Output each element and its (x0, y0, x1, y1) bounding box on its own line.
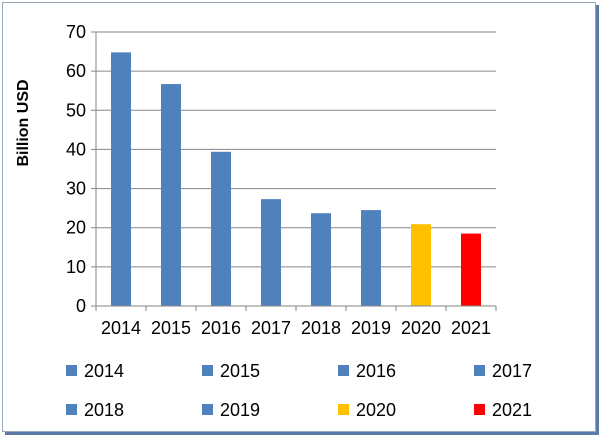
x-tick-label: 2018 (301, 318, 341, 338)
y-axis-label: Billion USD (15, 79, 32, 166)
legend-swatch-2014 (66, 365, 77, 376)
x-tick-label: 2020 (401, 318, 441, 338)
bar-2021 (461, 233, 481, 306)
bar-2018 (311, 213, 331, 306)
x-tick-label: 2014 (101, 318, 141, 338)
legend-swatch-2021 (474, 404, 485, 415)
x-tick-label: 2021 (451, 318, 491, 338)
y-tick-label: 40 (66, 139, 86, 159)
legend-label-2016: 2016 (356, 361, 396, 381)
legend-swatch-2016 (338, 365, 349, 376)
y-tick-label: 70 (66, 22, 86, 42)
x-tick-label: 2019 (351, 318, 391, 338)
legend-label-2019: 2019 (220, 400, 260, 420)
bar-2020 (411, 224, 431, 306)
bar-2014 (111, 52, 131, 307)
legend-label-2018: 2018 (84, 400, 124, 420)
y-tick-label: 10 (66, 257, 86, 277)
bar-2019 (361, 210, 381, 306)
legend-swatch-2019 (202, 404, 213, 415)
legend-label-2020: 2020 (356, 400, 396, 420)
x-tick-label: 2015 (151, 318, 191, 338)
legend-label-2021: 2021 (492, 400, 532, 420)
legend-label-2014: 2014 (84, 361, 124, 381)
y-axis-ticks: 0 10 20 30 40 50 60 70 (66, 22, 96, 316)
legend-swatch-2020 (338, 404, 349, 415)
legend-label-2017: 2017 (492, 361, 532, 381)
y-tick-label: 30 (66, 179, 86, 199)
chart-frame (2, 2, 596, 432)
bar-2017 (261, 199, 281, 306)
bar-2015 (161, 84, 181, 306)
x-tick-label: 2016 (201, 318, 241, 338)
legend-swatch-2015 (202, 365, 213, 376)
bar-2016 (211, 151, 231, 306)
y-tick-label: 20 (66, 218, 86, 238)
y-tick-label: 50 (66, 100, 86, 120)
legend: 2014 2015 2016 2017 2018 2019 2020 2021 (66, 361, 532, 420)
legend-swatch-2017 (474, 365, 485, 376)
x-tick-label: 2017 (251, 318, 291, 338)
legend-swatch-2018 (66, 404, 77, 415)
legend-label-2015: 2015 (220, 361, 260, 381)
bars (111, 52, 481, 307)
y-tick-label: 0 (76, 296, 86, 316)
y-tick-label: 60 (66, 61, 86, 81)
x-axis-ticks: 2014 2015 2016 2017 2018 2019 2020 2021 (95, 306, 497, 338)
gridlines (96, 31, 496, 268)
